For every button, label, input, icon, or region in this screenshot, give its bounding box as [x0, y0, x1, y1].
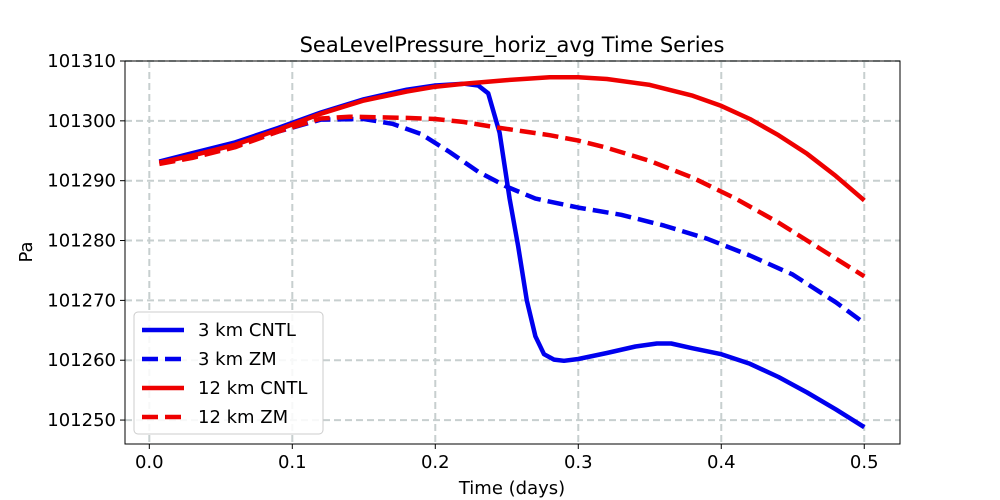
y-tick-label: 101290 [47, 171, 116, 192]
y-tick-label: 101300 [47, 111, 116, 132]
legend-label: 3 km CNTL [198, 320, 296, 341]
series-line-12-km-zm [158, 114, 866, 279]
legend-label: 3 km ZM [198, 349, 277, 370]
legend-label: 12 km CNTL [198, 378, 307, 399]
x-tick-label: 0.4 [707, 452, 736, 473]
y-tick-label: 101250 [47, 410, 116, 431]
axis-ticks: 0.0 0.1 0.2 0.3 0.4 0.5 101250 101260 101270 1012… [47, 51, 878, 473]
x-tick-label: 0.2 [421, 452, 450, 473]
y-tick-label: 101260 [47, 350, 116, 371]
x-tick-label: 0.1 [278, 452, 307, 473]
legend-box [133, 311, 324, 435]
chart-title: SeaLevelPressure_horiz_avg Time Series [300, 33, 725, 58]
x-tick-label: 0.3 [564, 452, 593, 473]
x-tick-label: 0.5 [850, 452, 879, 473]
y-tick-label: 101270 [47, 290, 116, 311]
series-lines [158, 74, 866, 430]
legend: 3 km CNTL 3 km ZM 12 km CNTL 12 km ZM [133, 311, 324, 435]
y-tick-label: 101310 [47, 51, 116, 72]
y-axis-label: Pa [16, 241, 37, 262]
x-axis-label: Time (days) [458, 478, 565, 499]
legend-label: 12 km ZM [198, 407, 288, 428]
y-tick-label: 101280 [47, 231, 116, 252]
x-tick-label: 0.0 [135, 452, 164, 473]
plot-frame [124, 60, 901, 445]
series-line-12-km-cntl [158, 74, 866, 203]
